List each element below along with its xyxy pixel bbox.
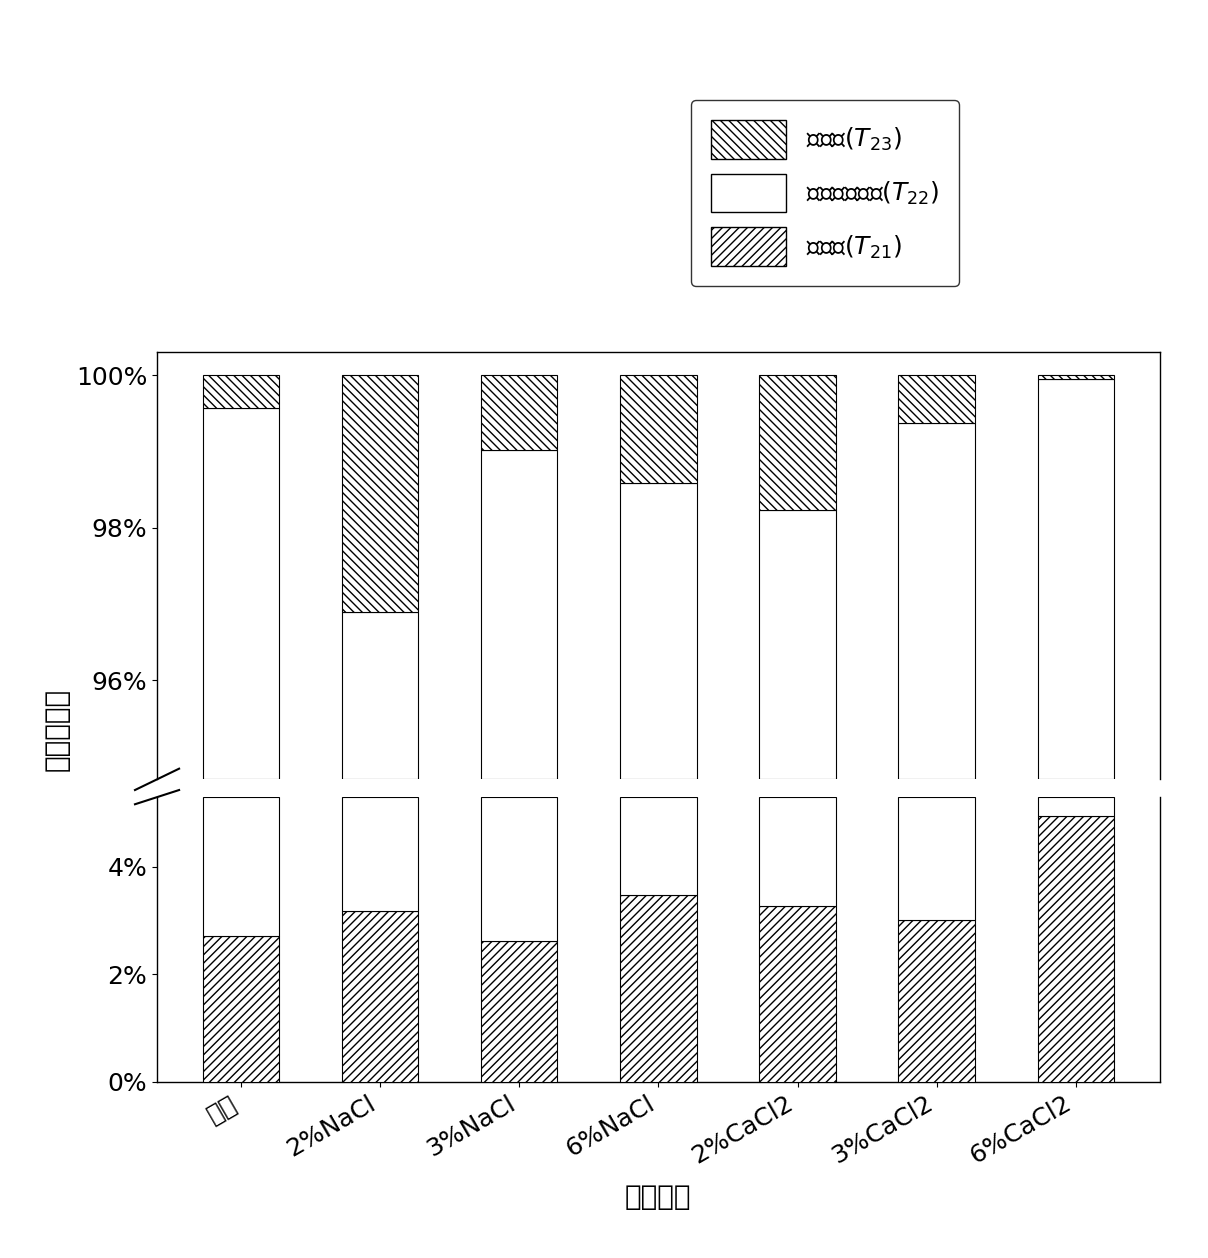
Bar <box>203 936 279 1082</box>
Bar <box>342 798 418 911</box>
Bar <box>760 509 836 780</box>
Bar <box>1038 798 1114 816</box>
Bar <box>620 483 697 780</box>
Bar <box>342 611 418 780</box>
Bar <box>203 408 279 780</box>
Legend: 流动水($T_{23}$), 不易流动水水($T_{22}$), 结合水($T_{21}$): 流动水($T_{23}$), 不易流动水水($T_{22}$), 结合水($T_… <box>691 99 959 286</box>
Bar <box>1038 816 1114 1082</box>
Bar <box>620 375 697 483</box>
Bar <box>760 375 836 509</box>
Text: 峰面积比例: 峰面积比例 <box>42 688 70 771</box>
Bar <box>342 375 418 611</box>
Bar <box>760 906 836 1082</box>
Bar <box>899 423 975 780</box>
Bar <box>1038 379 1114 780</box>
Bar <box>620 798 697 894</box>
Bar <box>203 798 279 936</box>
Bar <box>899 375 975 423</box>
Bar <box>203 375 279 408</box>
Bar <box>899 920 975 1082</box>
Bar <box>342 911 418 1082</box>
Bar <box>899 798 975 920</box>
X-axis label: 解冻方式: 解冻方式 <box>625 1183 692 1210</box>
Bar <box>1038 375 1114 379</box>
Bar <box>481 798 557 941</box>
Bar <box>481 450 557 780</box>
Bar <box>620 894 697 1082</box>
Bar <box>481 941 557 1082</box>
Bar <box>760 798 836 906</box>
Bar <box>481 375 557 450</box>
